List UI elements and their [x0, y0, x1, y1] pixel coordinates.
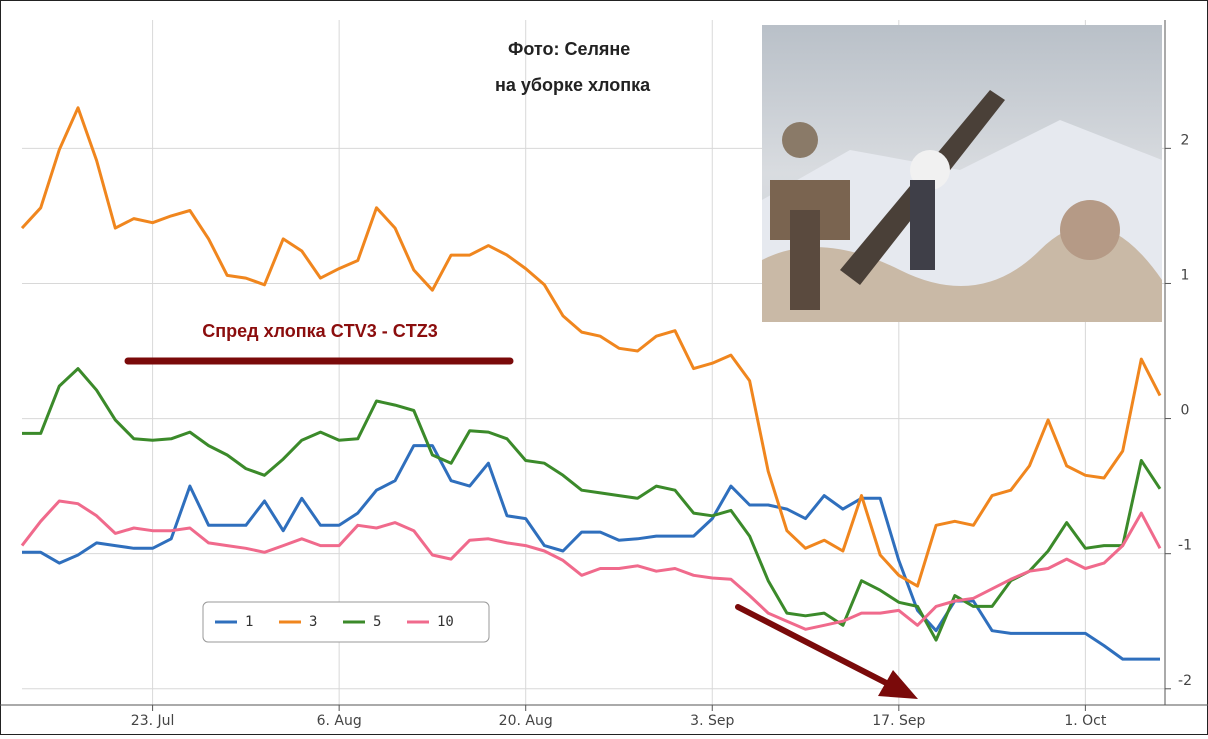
legend-label: 1 — [245, 614, 253, 630]
x-tick-label: 1. Oct — [1064, 713, 1107, 729]
y-tick-label: 1 — [1181, 267, 1190, 283]
y-tick-label: -1 — [1178, 538, 1192, 554]
y-tick-label: 0 — [1181, 403, 1190, 419]
photo-caption: Фото: Селяне — [508, 39, 630, 59]
x-tick-label: 17. Sep — [872, 713, 925, 729]
photo-caption: на уборке хлопка — [495, 75, 651, 95]
annotation: Спред хлопка CTV3 - CTZ3 — [202, 321, 437, 341]
photo — [762, 25, 1162, 322]
x-tick-label: 3. Sep — [690, 713, 734, 729]
legend-label: 10 — [437, 614, 454, 630]
x-tick-label: 6. Aug — [317, 713, 362, 729]
legend: 1 3 5 10 — [203, 602, 489, 642]
y-tick-label: -2 — [1178, 673, 1192, 689]
y-tick-label: 2 — [1181, 132, 1190, 148]
page: {"chart_data": { "type": "line", "photo_… — [0, 0, 1208, 735]
x-tick-label: 20. Aug — [499, 713, 553, 729]
legend-label: 3 — [309, 614, 317, 630]
legend-label: 5 — [373, 614, 381, 630]
x-tick-label: 23. Jul — [131, 713, 175, 729]
chart: -2 -1 0 1 2 23. Jul 6. Aug 20. Aug 3. Sep 17. Sep… — [0, 0, 1208, 735]
